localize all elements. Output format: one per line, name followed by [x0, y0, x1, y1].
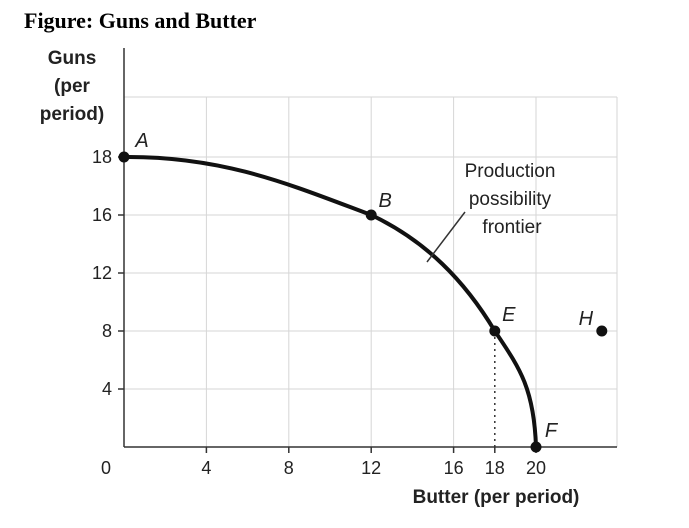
frontier-curve-group	[122, 154, 538, 449]
point-E	[489, 325, 501, 337]
points-group	[118, 151, 608, 453]
x-tick-label-12: 12	[361, 458, 381, 478]
x-tick-label-18: 18	[485, 458, 505, 478]
x-tick-label-20: 20	[526, 458, 546, 478]
point-A	[118, 151, 130, 163]
x-tick-label-8: 8	[284, 458, 294, 478]
x-tick-label-4: 4	[201, 458, 211, 478]
axes	[118, 48, 617, 453]
y-tick-label-18: 18	[92, 147, 112, 167]
annotation-leader	[426, 211, 466, 263]
ppf-curve	[122, 154, 538, 449]
point-H	[596, 325, 608, 337]
point-label-B: B	[379, 190, 392, 212]
gridlines	[124, 96, 618, 447]
y-tick-label-16: 16	[92, 205, 112, 225]
point-label-H: H	[579, 308, 594, 330]
y-axis-label-line2: (per	[54, 76, 91, 97]
x-axis-label: Butter (per period)	[413, 487, 580, 508]
y-tick-label-12: 12	[92, 263, 112, 283]
y-axis-label-line3: period)	[40, 104, 104, 125]
annotation-line2: possibility	[469, 189, 552, 210]
x-tick-label-16: 16	[444, 458, 464, 478]
labels-group: Butter (per period) Guns (per period) A B E F H P…	[40, 48, 594, 508]
y-tick-label-8: 8	[102, 321, 112, 341]
y-axis-label-line1: Guns	[48, 48, 97, 69]
point-label-E: E	[502, 304, 516, 326]
point-label-A: A	[134, 130, 148, 152]
annotation-line3: frontier	[482, 217, 542, 238]
figure-title: Figure: Guns and Butter	[24, 8, 257, 33]
point-label-F: F	[545, 420, 559, 442]
origin-label: 0	[101, 458, 111, 478]
point-F	[530, 441, 542, 453]
point-B	[365, 209, 377, 221]
y-tick-label-4: 4	[102, 379, 112, 399]
tick-labels: 4 8 12 16 18 4 8 12 16 18 20 0	[92, 147, 546, 478]
annotation-line1: Production	[465, 161, 556, 182]
